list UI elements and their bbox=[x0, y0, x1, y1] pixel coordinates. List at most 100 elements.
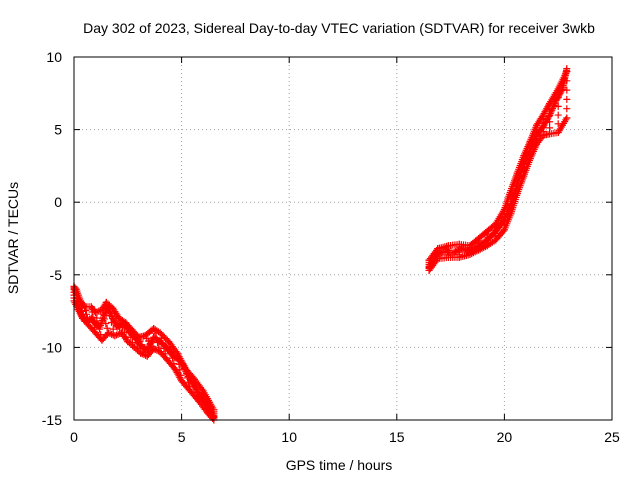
y-tick-label: -15 bbox=[42, 412, 62, 428]
data-point bbox=[505, 206, 513, 214]
data-point bbox=[548, 105, 556, 113]
y-tick-label: -5 bbox=[50, 267, 63, 283]
series-segment-early bbox=[70, 282, 218, 424]
data-point bbox=[96, 323, 104, 331]
data-point bbox=[545, 113, 553, 121]
data-point bbox=[554, 102, 562, 110]
data-point bbox=[501, 214, 509, 222]
data-point bbox=[138, 350, 146, 358]
x-tick-label: 5 bbox=[178, 429, 186, 445]
data-point bbox=[530, 138, 538, 146]
data-point bbox=[527, 144, 535, 152]
x-tick-label: 0 bbox=[70, 429, 78, 445]
data-point bbox=[104, 329, 112, 337]
data-point bbox=[528, 141, 536, 149]
data-point bbox=[546, 124, 554, 132]
x-tick-label: 25 bbox=[604, 429, 620, 445]
axis-ticks: 0 5 10 15 20 25 -15 -10 -5 0 5 10 bbox=[42, 49, 620, 445]
data-point bbox=[179, 361, 187, 369]
y-tick-label: 5 bbox=[54, 122, 62, 138]
data-point bbox=[550, 101, 558, 109]
data-point bbox=[103, 324, 111, 332]
data-point bbox=[107, 309, 115, 317]
data-point bbox=[554, 111, 562, 119]
data-point bbox=[563, 105, 571, 113]
data-point bbox=[551, 100, 559, 108]
data-point bbox=[97, 320, 105, 328]
data-point bbox=[151, 346, 159, 354]
data-point bbox=[96, 321, 104, 329]
data-point bbox=[106, 306, 114, 314]
x-tick-label: 10 bbox=[281, 429, 297, 445]
data-point bbox=[95, 307, 103, 315]
data-point bbox=[549, 103, 557, 111]
data-point bbox=[108, 313, 116, 321]
y-tick-label: -10 bbox=[42, 339, 62, 355]
series-segment-late bbox=[425, 65, 571, 274]
data-point bbox=[100, 313, 108, 321]
x-axis-label: GPS time / hours bbox=[286, 457, 393, 473]
data-point bbox=[99, 315, 107, 323]
grid-lines bbox=[74, 57, 612, 420]
data-point bbox=[181, 366, 189, 374]
data-point bbox=[105, 304, 113, 312]
data-point bbox=[98, 318, 106, 326]
data-point bbox=[528, 143, 536, 151]
data-point bbox=[180, 363, 188, 371]
data-point bbox=[137, 349, 145, 357]
y-axis-label: SDTVAR / TECUs bbox=[5, 182, 21, 294]
data-point bbox=[106, 330, 114, 338]
x-tick-label: 15 bbox=[389, 429, 405, 445]
data-series bbox=[70, 65, 571, 424]
data-point bbox=[520, 159, 528, 167]
data-point bbox=[106, 308, 114, 316]
data-point bbox=[563, 65, 571, 73]
data-point bbox=[81, 317, 89, 325]
data-point bbox=[522, 156, 530, 164]
data-point bbox=[523, 154, 531, 162]
data-point bbox=[546, 109, 554, 117]
data-point bbox=[563, 95, 571, 103]
data-point bbox=[210, 413, 218, 421]
data-point bbox=[153, 346, 161, 354]
data-point bbox=[526, 148, 534, 156]
data-point bbox=[521, 157, 529, 165]
data-point bbox=[98, 316, 106, 324]
data-point bbox=[504, 208, 512, 216]
data-point bbox=[178, 358, 186, 366]
data-point bbox=[525, 149, 533, 157]
data-point bbox=[531, 136, 539, 144]
data-point bbox=[500, 216, 508, 224]
data-point bbox=[546, 111, 554, 119]
data-point bbox=[178, 360, 186, 368]
data-point bbox=[92, 309, 100, 317]
data-point bbox=[524, 151, 532, 159]
data-point bbox=[531, 135, 539, 143]
data-point bbox=[529, 139, 537, 147]
data-point bbox=[82, 317, 90, 325]
data-point bbox=[111, 332, 119, 340]
data-point bbox=[108, 330, 116, 338]
data-point bbox=[551, 98, 559, 106]
y-tick-label: 0 bbox=[54, 194, 62, 210]
data-point bbox=[113, 331, 121, 339]
data-point bbox=[523, 152, 531, 160]
data-point bbox=[526, 146, 534, 154]
data-point bbox=[180, 364, 188, 372]
data-point bbox=[502, 212, 510, 220]
data-point bbox=[505, 204, 513, 212]
x-tick-label: 20 bbox=[497, 429, 513, 445]
data-point bbox=[503, 211, 511, 219]
data-point bbox=[109, 325, 117, 333]
data-point bbox=[209, 412, 217, 420]
data-point bbox=[520, 160, 528, 168]
data-point bbox=[503, 209, 511, 217]
data-point bbox=[563, 114, 571, 122]
data-point bbox=[104, 303, 112, 311]
y-tick-label: 10 bbox=[46, 49, 62, 65]
data-point bbox=[182, 368, 190, 376]
chart-title: Day 302 of 2023, Sidereal Day-to-day VTE… bbox=[83, 20, 595, 36]
plot-frame bbox=[73, 56, 613, 421]
data-point bbox=[547, 108, 555, 116]
